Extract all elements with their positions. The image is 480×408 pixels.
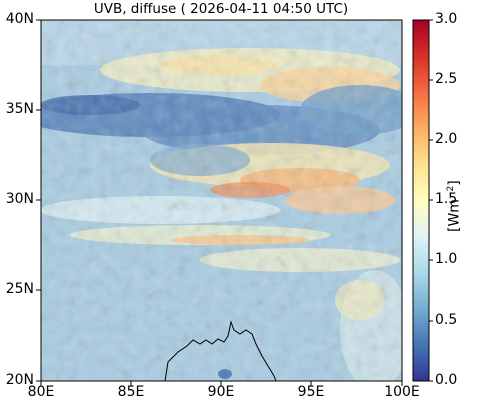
colorbar xyxy=(412,19,430,382)
unit-main: [Wm xyxy=(446,199,463,232)
colorbar-label-3-0: 3.0 xyxy=(435,11,458,27)
colorbar-label-1-0: 1.0 xyxy=(435,251,458,267)
lat-label-30n: 30N xyxy=(5,191,34,207)
unit-exponent: −2 xyxy=(446,185,456,200)
colorbar-label-1-5: 1.5 xyxy=(435,191,458,207)
lon-label-95e: 95E xyxy=(297,384,325,400)
uvb-field xyxy=(41,20,402,381)
lat-label-25n: 25N xyxy=(5,281,34,297)
lat-label-40n: 40N xyxy=(5,11,34,27)
unit-end: ] xyxy=(446,180,463,186)
lon-ticks xyxy=(40,381,403,386)
colorbar-unit-label: [Wm−2] xyxy=(446,180,463,232)
lat-label-20n: 20N xyxy=(5,372,34,388)
lat-label-35n: 35N xyxy=(5,101,34,117)
lat-ticks xyxy=(36,19,41,382)
lon-label-100e: 100E xyxy=(384,384,420,400)
colorbar-label-0-0: 0.0 xyxy=(435,372,458,388)
colorbar-label-2-5: 2.5 xyxy=(435,71,458,87)
lon-label-80e: 80E xyxy=(27,384,55,400)
lon-label-90e: 90E xyxy=(207,384,235,400)
colorbar-label-2-0: 2.0 xyxy=(435,131,458,147)
map-title: UVB, diffuse ( 2026-04-11 04:50 UTC) xyxy=(93,1,349,17)
colorbar-label-0-5: 0.5 xyxy=(435,312,458,328)
lon-label-85e: 85E xyxy=(117,384,145,400)
colorbar-ticks xyxy=(429,19,433,382)
coastline xyxy=(164,320,277,381)
